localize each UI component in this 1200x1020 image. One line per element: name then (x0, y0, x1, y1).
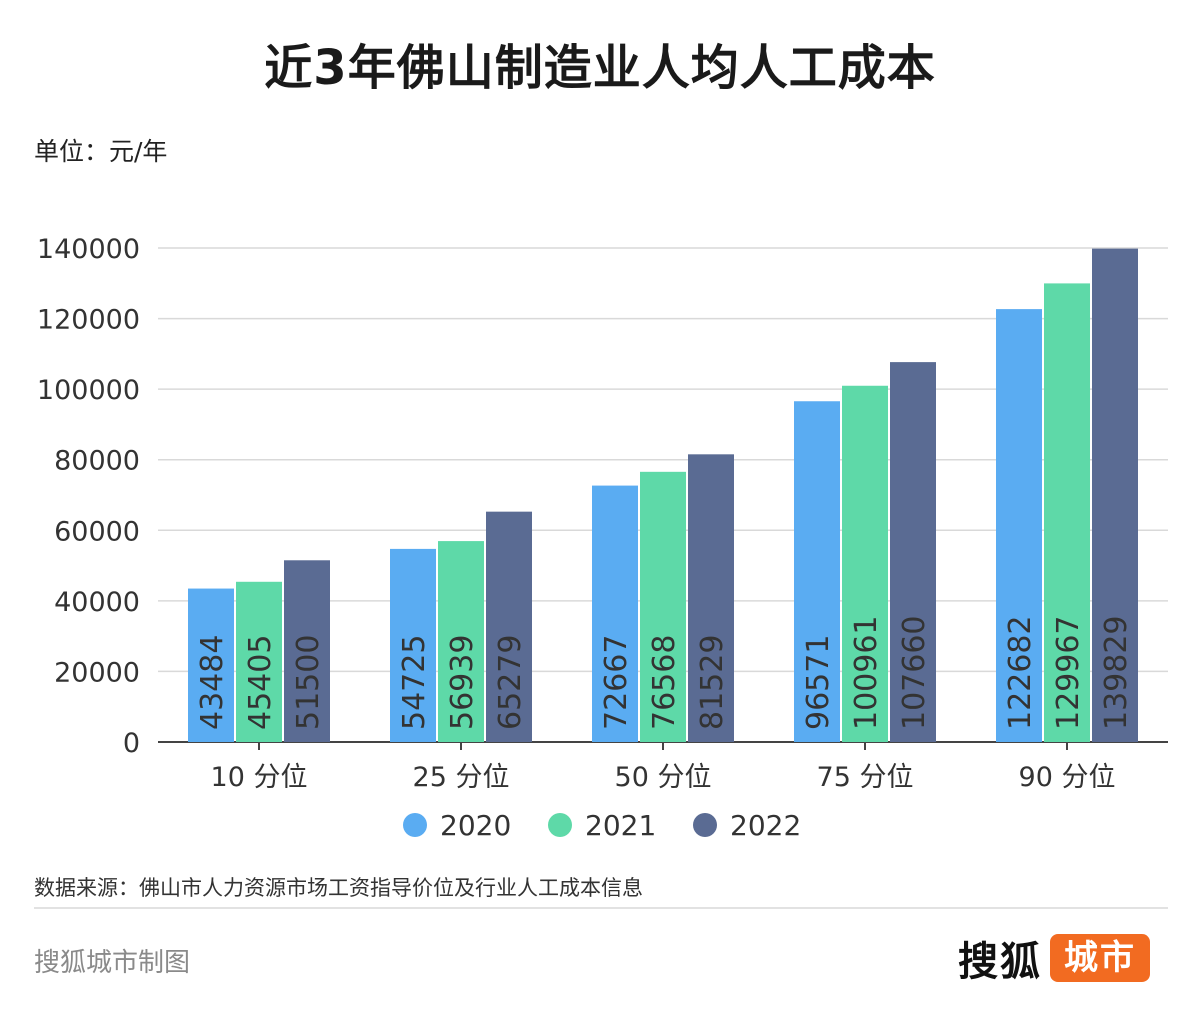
y-tick-label: 60000 (54, 516, 140, 547)
bar-2022 (284, 560, 330, 742)
bar-value-label: 96571 (801, 635, 836, 730)
legend-marker-2021 (548, 813, 572, 837)
x-tick-label: 50 分位 (615, 762, 712, 793)
logo-box-text: 城市 (1050, 934, 1150, 982)
bar-2020 (794, 401, 840, 742)
bar-2022 (486, 511, 532, 742)
logo-main-text: 搜狐 (958, 939, 1042, 985)
chart-title: 近3年佛山制造业人均人工成本 (264, 40, 936, 96)
y-tick-label: 0 (123, 728, 140, 759)
bar-value-label: 54725 (397, 635, 432, 730)
y-tick-label: 140000 (37, 234, 140, 265)
legend-label: 2020 (440, 809, 511, 842)
bar-value-label: 72667 (599, 635, 634, 730)
bar-value-label: 65279 (493, 635, 528, 730)
sohu-city-logo: 搜狐 城市 (958, 932, 1150, 985)
y-tick-label: 40000 (54, 587, 140, 618)
bar-value-label: 139829 (1099, 615, 1134, 730)
y-tick-label: 20000 (54, 657, 140, 688)
bar-value-label: 100961 (849, 615, 884, 730)
bar-2020 (188, 588, 234, 742)
x-tick-label: 25 分位 (413, 762, 510, 793)
bar-2020 (996, 309, 1042, 742)
bar-2020 (390, 548, 436, 742)
bar-value-label: 122682 (1003, 615, 1038, 730)
legend-label: 2021 (585, 809, 656, 842)
legend-marker-2022 (693, 813, 717, 837)
bar-2021 (1044, 283, 1090, 742)
bar-value-label: 56939 (445, 635, 480, 730)
x-tick-label: 75 分位 (817, 762, 914, 793)
legend-marker-2020 (403, 813, 427, 837)
x-tick-label: 10 分位 (211, 762, 308, 793)
data-source: 数据来源：佛山市人力资源市场工资指导价位及行业人工成本信息 (34, 876, 643, 900)
bar-2022 (890, 362, 936, 742)
legend-label: 2022 (730, 809, 801, 842)
bar-value-label: 45405 (243, 635, 278, 730)
y-tick-label: 80000 (54, 446, 140, 477)
divider (34, 907, 1168, 909)
bar-value-label: 129967 (1051, 615, 1086, 730)
bar-value-label: 107660 (897, 615, 932, 730)
bar-2021 (236, 581, 282, 742)
y-tick-label: 120000 (37, 305, 140, 336)
bar-value-label: 76568 (647, 635, 682, 730)
credit-text: 搜狐城市制图 (34, 948, 191, 978)
bar-value-label: 81529 (695, 635, 730, 730)
bar-2020 (592, 485, 638, 742)
bar-value-label: 43484 (195, 635, 230, 730)
bar-2021 (640, 471, 686, 742)
y-tick-label: 100000 (37, 375, 140, 406)
bar-value-label: 51500 (291, 635, 326, 730)
bar-2022 (688, 454, 734, 742)
bar-chart: 0 20000 40000 60000 80000 100000 120000 140000 1… (37, 234, 1168, 842)
bar-2021 (842, 385, 888, 742)
bar-2022 (1092, 248, 1138, 742)
x-tick-label: 90 分位 (1019, 762, 1116, 793)
unit-label: 单位：元/年 (34, 137, 168, 166)
bar-2021 (438, 541, 484, 742)
